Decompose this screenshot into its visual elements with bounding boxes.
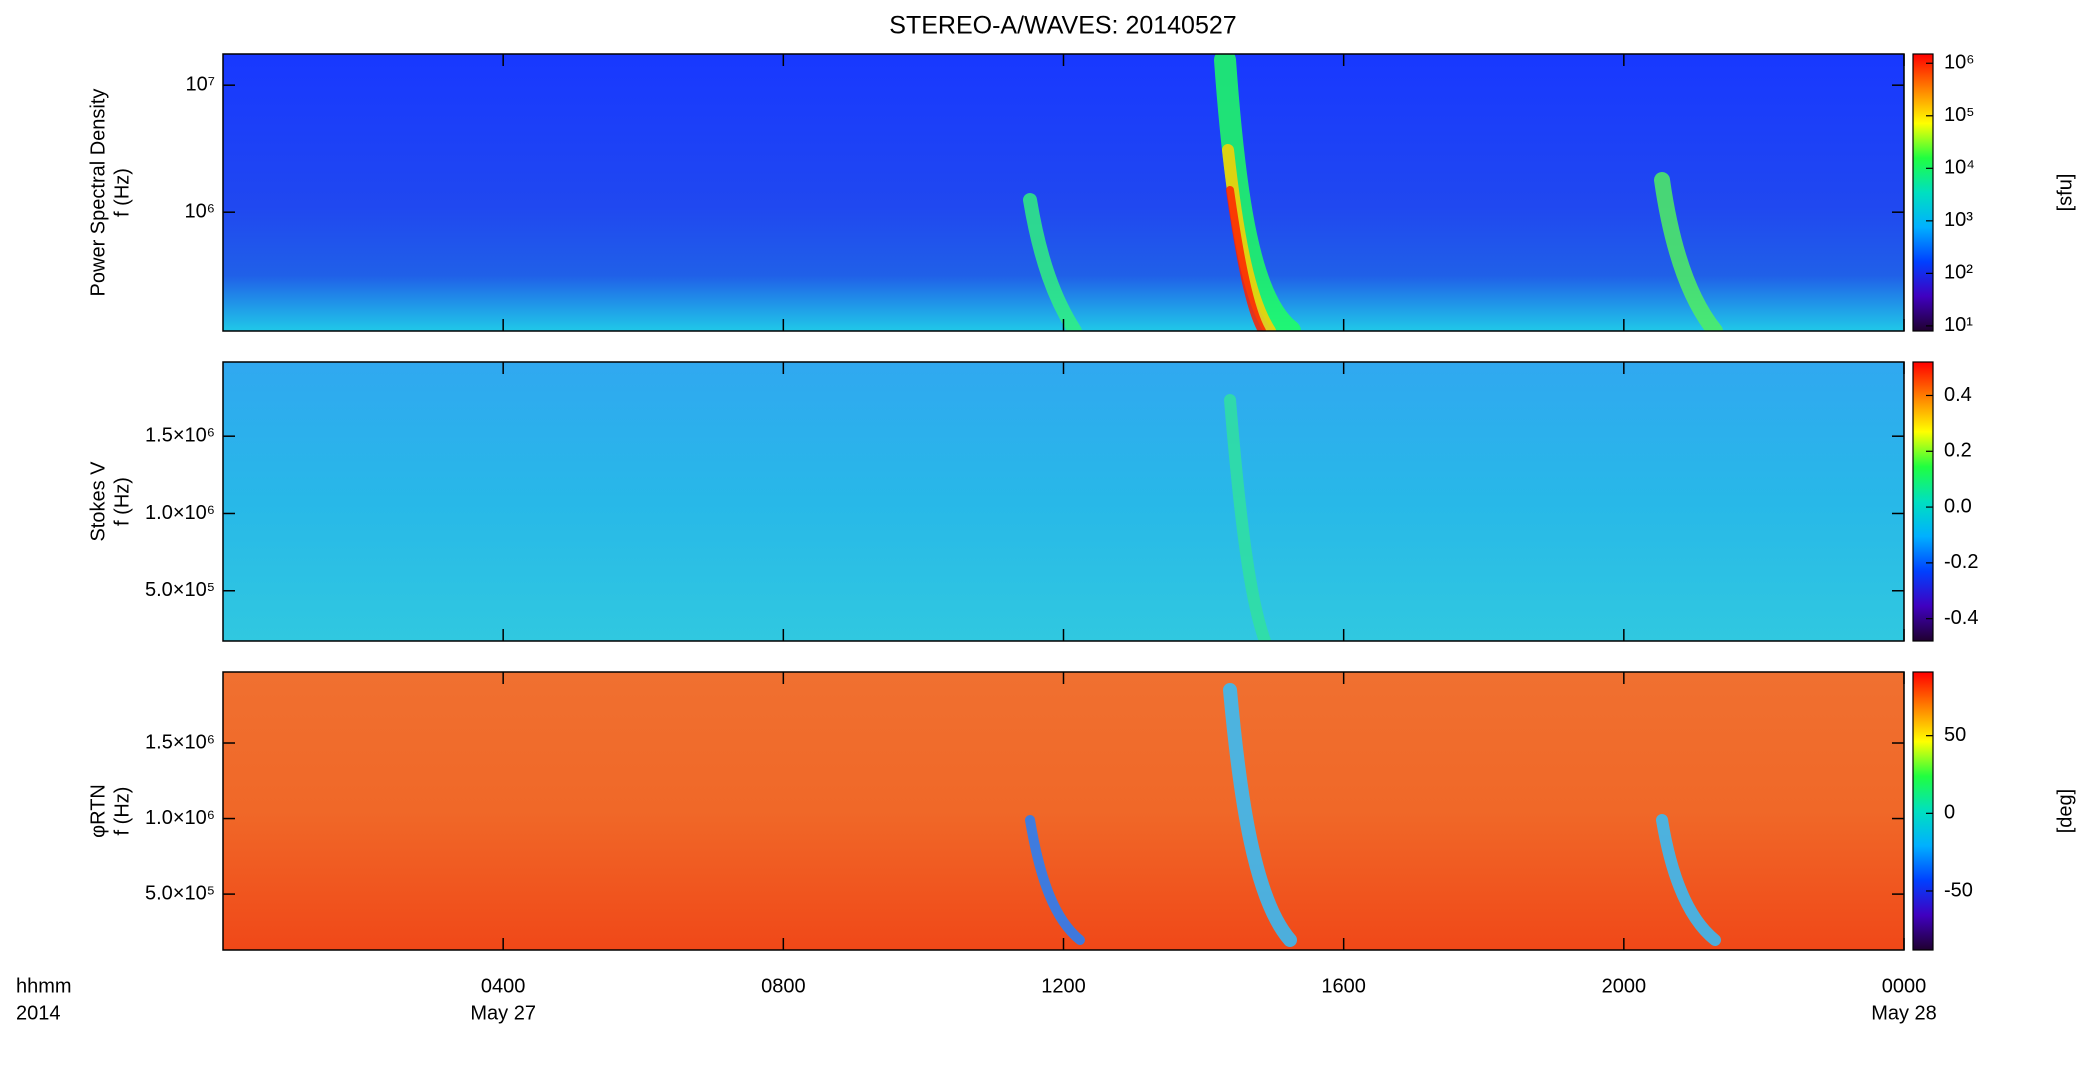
spectrogram-features [1023, 54, 1723, 331]
x-tick-label: 1200 [1041, 975, 1086, 997]
spectrogram [223, 362, 1904, 641]
burst [1654, 172, 1723, 331]
colorbar-tick-label: 10¹ [1944, 314, 1973, 336]
y-tick-label: 10⁶ [185, 200, 215, 222]
x-date-label: May 27 [470, 1002, 536, 1024]
y-tick-label: 5.0×10⁵ [145, 882, 215, 904]
y-axis-label: φRTN [87, 784, 109, 838]
colorbar-tick-label: 0.0 [1944, 495, 1972, 517]
burst [1214, 54, 1301, 331]
x-tick-label: 0400 [481, 975, 526, 997]
y-tick-label: 1.0×10⁶ [145, 807, 215, 829]
y-tick-label: 1.0×10⁶ [145, 502, 215, 524]
colorbar-tick-label: 10⁴ [1944, 157, 1975, 179]
colorbar-tick-label: 0.4 [1944, 384, 1972, 406]
x-tick-label: 1600 [1321, 975, 1366, 997]
burst [1223, 683, 1297, 947]
burst [1025, 815, 1085, 945]
colorbar [1912, 53, 1934, 332]
y-tick-label: 10⁷ [186, 73, 215, 95]
chart-title: STEREO-A/WAVES: 20140527 [889, 12, 1236, 40]
colorbar-tick-label: -0.4 [1944, 607, 1978, 629]
colorbar-tick-label: 0 [1944, 802, 1955, 824]
colorbar-tick-label: 50 [1944, 724, 1966, 746]
y-axis-label: f (Hz) [111, 477, 133, 526]
colorbar-tick-label: 0.2 [1944, 440, 1972, 462]
colorbar-tick-label: -0.2 [1944, 551, 1978, 573]
spectrogram [223, 672, 1904, 950]
burst [1656, 814, 1721, 946]
x-axis-label: 2014 [16, 1002, 61, 1024]
colorbar-tick-label: -50 [1944, 879, 1973, 901]
x-date-label: May 28 [1871, 1002, 1937, 1024]
colorbar [1912, 361, 1934, 642]
colorbar-tick-label: 10⁶ [1944, 52, 1974, 74]
x-axis-label: hhmm [16, 975, 72, 997]
spectrogram [223, 54, 1904, 331]
burst [1023, 193, 1082, 331]
spectrogram-features [1025, 683, 1721, 947]
colorbar [1912, 671, 1934, 951]
y-axis-label: Power Spectral Density [87, 89, 109, 297]
burst [1224, 394, 1271, 641]
y-tick-label: 1.5×10⁶ [145, 424, 215, 446]
colorbar-label: [sfu] [2054, 174, 2076, 212]
y-axis-label: f (Hz) [111, 787, 133, 836]
burst [1226, 186, 1266, 331]
x-tick-label: 0800 [761, 975, 806, 997]
colorbar-tick-label: 10⁵ [1944, 104, 1975, 126]
x-tick-label: 0000 [1882, 975, 1927, 997]
colorbar-tick-label: 10³ [1944, 209, 1973, 231]
colorbar-label: [deg] [2054, 789, 2076, 833]
y-tick-label: 5.0×10⁵ [145, 579, 215, 601]
y-tick-label: 1.5×10⁶ [145, 731, 215, 753]
colorbar-tick-label: 10² [1944, 262, 1973, 284]
x-tick-label: 2000 [1602, 975, 1647, 997]
y-axis-label: f (Hz) [111, 168, 133, 217]
spectrogram-features [1224, 394, 1271, 641]
y-axis-label: Stokes V [87, 461, 109, 542]
